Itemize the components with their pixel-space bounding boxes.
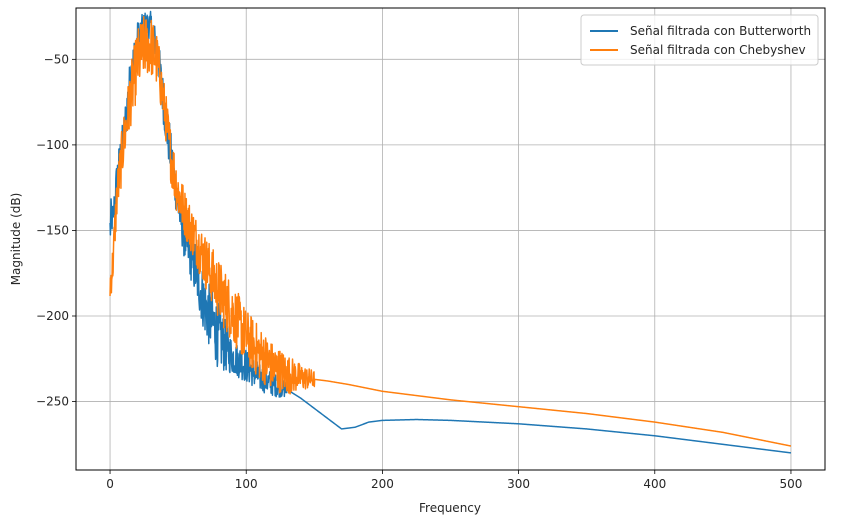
grid: [76, 8, 825, 470]
x-tick-label: 0: [106, 477, 114, 491]
legend-label-butterworth: Señal filtrada con Butterworth: [630, 24, 811, 38]
legend: Señal filtrada con Butterworth Señal fil…: [580, 14, 819, 66]
axes-frame: [75, 7, 826, 471]
legend-box: [580, 14, 819, 66]
x-tick-label: 500: [780, 477, 803, 491]
x-axis-label: Frequency: [419, 501, 481, 515]
x-tick-label: 100: [235, 477, 258, 491]
y-tick-label: −250: [36, 395, 69, 409]
y-tick-label: −200: [36, 309, 69, 323]
series-line-butterworth: [109, 10, 792, 454]
y-tick-label: −150: [36, 223, 69, 237]
x-tick-label: 200: [371, 477, 394, 491]
x-tick-label: 300: [507, 477, 530, 491]
y-tick-label: −100: [36, 138, 69, 152]
x-axis-ticks: 0 100 200 300 400 500: [106, 470, 802, 491]
y-tick-label: −50: [44, 52, 69, 66]
y-axis-label: Magnitude (dB): [9, 193, 23, 286]
plot-area: [109, 10, 792, 454]
legend-label-chebyshev: Señal filtrada con Chebyshev: [630, 43, 806, 57]
y-axis-ticks: −250 −200 −150 −100 −50: [36, 52, 76, 409]
x-tick-label: 400: [643, 477, 666, 491]
series-line-chebyshev: [109, 15, 792, 447]
